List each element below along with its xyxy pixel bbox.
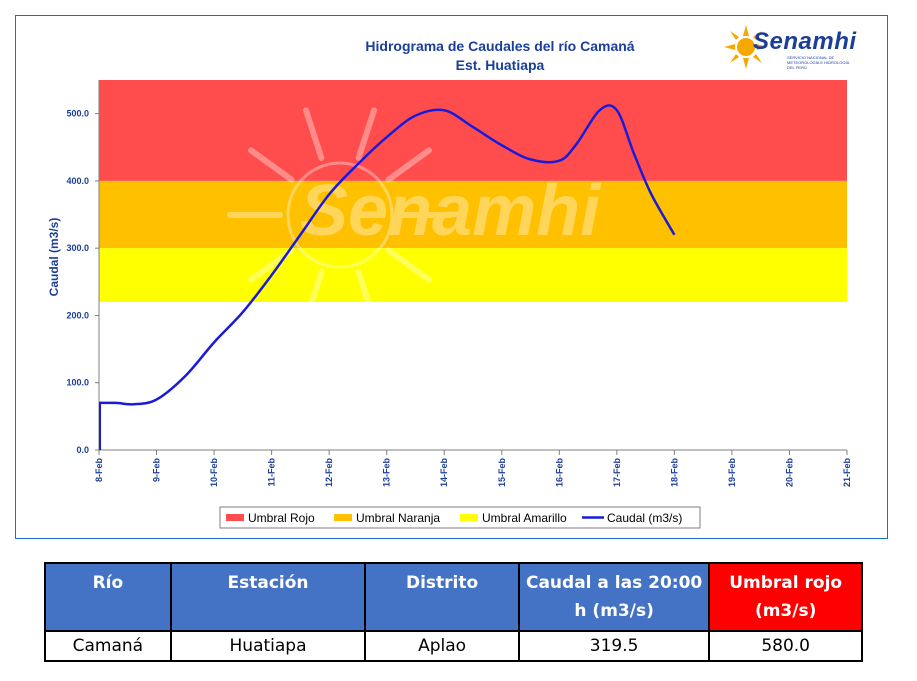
chart-subtitle: Est. Huatiapa: [456, 57, 545, 73]
x-tick-label: 9-Feb: [152, 458, 162, 483]
cell-rio: Camaná: [44, 630, 172, 662]
cell-distrito: Aplao: [364, 630, 520, 662]
table-header-row: Río Estación Distrito Caudal a las 20:00…: [44, 562, 863, 632]
cell-estacion: Huatiapa: [169, 630, 367, 662]
watermark-ray: [303, 269, 325, 323]
legend-label: Umbral Amarillo: [482, 511, 567, 525]
legend-swatch: [334, 514, 352, 521]
legend-swatch: [460, 514, 478, 521]
band-umbral-naranja: [99, 180, 847, 249]
logo-name: Senamhi: [753, 28, 857, 55]
legend-label: Umbral Naranja: [356, 511, 440, 525]
band-umbral-amarillo: [99, 248, 847, 302]
chart-title: Hidrograma de Caudales del río Camaná: [365, 38, 634, 54]
x-tick-label: 12-Feb: [324, 458, 334, 488]
x-tick-label: 18-Feb: [669, 458, 679, 488]
x-tick-label: 17-Feb: [612, 458, 622, 488]
y-tick-label: 300.0: [66, 243, 89, 253]
x-tick-label: 20-Feb: [784, 458, 794, 488]
x-tick-label: 8-Feb: [94, 458, 104, 483]
logo-subtitle: SERVICIO NACIONAL DE METEOROLOGÍA E HIDR…: [787, 55, 850, 70]
watermark-ray: [385, 147, 432, 183]
x-tick-label: 19-Feb: [727, 458, 737, 488]
sun-logo-icon: [724, 25, 768, 69]
header-rio: Río: [44, 562, 172, 632]
x-tick-label: 14-Feb: [439, 458, 449, 488]
y-tick-label: 200.0: [66, 310, 89, 320]
watermark-ray: [303, 107, 325, 161]
header-distrito: Distrito: [364, 562, 520, 632]
watermark-ray: [355, 269, 377, 323]
watermark: Senamhi: [227, 107, 602, 323]
watermark-ray: [385, 247, 432, 283]
x-tick-label: 10-Feb: [209, 458, 219, 488]
x-tick-label: 16-Feb: [554, 458, 564, 488]
watermark-ray: [355, 107, 377, 161]
y-tick-label: 100.0: [66, 378, 89, 388]
y-tick-label: 400.0: [66, 176, 89, 186]
watermark-sun-icon: [286, 161, 394, 269]
senamhi-logo: Senamhi SERVICIO NACIONAL DE METEOROLOGÍ…: [723, 22, 858, 72]
x-tick-label: 13-Feb: [382, 458, 392, 488]
hydrograph-chart: Senamhi 0.0 100.0 200.0 300.0 400.0 500.0 8-Feb…: [47, 38, 852, 529]
x-tick-label: 11-Feb: [267, 458, 277, 487]
x-tick-label: 21-Feb: [842, 458, 852, 488]
y-tick-label: 500.0: [66, 109, 89, 119]
station-table: Río Estación Distrito Caudal a las 20:00…: [44, 562, 863, 662]
header-caudal: Caudal a las 20:00 h (m3/s): [517, 562, 711, 632]
header-umbral-rojo: Umbral rojo (m3/s): [708, 562, 863, 632]
x-tick-label: 15-Feb: [497, 458, 507, 488]
table-row: Camaná Huatiapa Aplao 319.5 580.0: [44, 630, 863, 662]
header-estacion: Estación: [169, 562, 367, 632]
y-axis-label: Caudal (m3/s): [47, 218, 61, 297]
series-line-caudal: [98, 104, 676, 406]
y-tick-label: 0.0: [76, 445, 89, 455]
watermark-ray: [248, 147, 295, 183]
legend-label: Caudal (m3/s): [607, 511, 682, 525]
legend-swatch: [226, 514, 244, 521]
band-umbral-rojo: [99, 80, 847, 181]
legend: Umbral Rojo Umbral Naranja Umbral Amarillo…: [219, 506, 701, 529]
legend-label: Umbral Rojo: [248, 511, 315, 525]
cell-umbral-rojo: 580.0: [708, 630, 863, 662]
cell-caudal: 319.5: [517, 630, 711, 662]
watermark-text: Senamhi: [300, 171, 602, 251]
